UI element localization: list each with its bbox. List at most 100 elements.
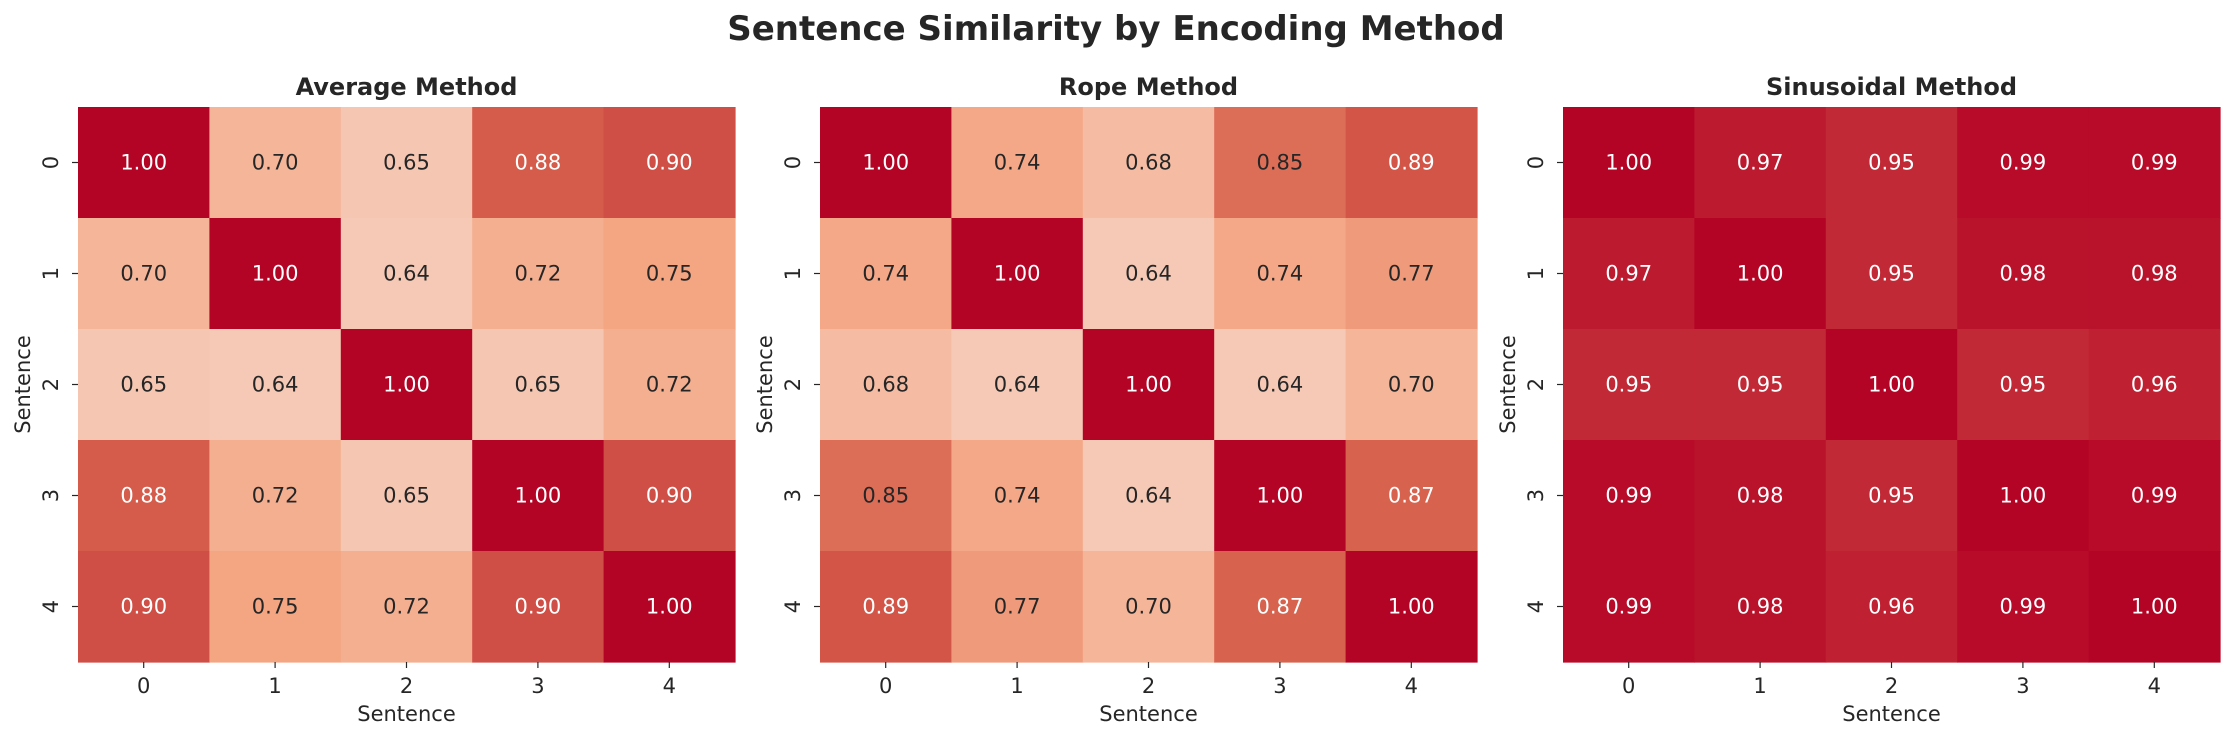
y-tick-label: 4 — [1524, 600, 1548, 613]
heatmap-cell — [2088, 218, 2221, 330]
heatmap-cell — [1214, 329, 1347, 441]
heatmap-cell — [1694, 440, 1827, 552]
panel-title: Rope Method — [1059, 73, 1238, 101]
cell-value-label: 0.68 — [1125, 151, 1172, 175]
y-tick-label: 0 — [1524, 156, 1548, 169]
heatmap-cell — [820, 551, 952, 663]
cell-value-label: 0.77 — [994, 595, 1041, 619]
heatmap-cell — [1825, 551, 1958, 663]
cell-value-label: 0.87 — [1257, 595, 1304, 619]
x-tick-label: 1 — [1753, 674, 1766, 698]
cell-value-label: 0.95 — [1868, 484, 1915, 508]
x-tick-label: 3 — [1273, 674, 1286, 698]
heatmap-cell — [472, 218, 605, 330]
cell-value-label: 0.65 — [120, 373, 167, 397]
heatmap-cell — [1694, 551, 1827, 663]
cell-value-label: 1.00 — [862, 151, 909, 175]
heatmap-cell — [209, 440, 342, 552]
heatmap-cell — [1345, 440, 1478, 552]
cell-value-label: 1.00 — [1388, 595, 1435, 619]
x-tick-label: 4 — [1405, 674, 1418, 698]
x-tick-label: 4 — [663, 674, 676, 698]
cell-value-label: 0.96 — [1868, 595, 1915, 619]
heatmap-cell — [1957, 218, 2090, 330]
y-tick-label: 4 — [39, 600, 63, 613]
heatmap-cell — [603, 551, 736, 663]
cell-value-label: 0.65 — [515, 373, 562, 397]
x-tick-label: 0 — [879, 674, 892, 698]
cell-value-label: 0.74 — [994, 484, 1041, 508]
heatmap-cell — [951, 107, 1084, 219]
y-axis-label: Sentence — [1496, 335, 1520, 434]
heatmap-cell — [1694, 107, 1827, 219]
cell-value-label: 0.77 — [1388, 262, 1435, 286]
cell-value-label: 0.99 — [1605, 595, 1652, 619]
cell-value-label: 0.90 — [515, 595, 562, 619]
heatmap-cell — [209, 329, 342, 441]
cell-value-label: 1.00 — [252, 262, 299, 286]
heatmap-cell — [472, 107, 605, 219]
heatmap-cell — [1957, 551, 2090, 663]
cell-value-label: 0.74 — [994, 151, 1041, 175]
cell-value-label: 0.64 — [994, 373, 1041, 397]
heatmap-cell — [472, 329, 605, 441]
heatmap-cell — [209, 551, 342, 663]
heatmap-cell — [340, 107, 473, 219]
heatmap-cell — [1825, 440, 1958, 552]
cell-value-label: 0.95 — [1737, 373, 1784, 397]
heatmap-cell — [1825, 107, 1958, 219]
y-axis-label: Sentence — [753, 335, 777, 434]
heatmap-cell — [1694, 329, 1827, 441]
y-tick-label: 0 — [781, 156, 805, 169]
heatmap-cell — [78, 440, 210, 552]
x-tick-label: 4 — [2148, 674, 2161, 698]
cell-value-label: 0.98 — [2131, 262, 2178, 286]
cell-value-label: 1.00 — [383, 373, 430, 397]
heatmap-cell — [78, 329, 210, 441]
y-tick-label: 0 — [39, 156, 63, 169]
cell-value-label: 0.85 — [862, 484, 909, 508]
heatmap-cell — [1957, 440, 2090, 552]
cell-value-label: 1.00 — [1257, 484, 1304, 508]
heatmap-cell — [2088, 329, 2221, 441]
y-tick-label: 2 — [39, 378, 63, 391]
cell-value-label: 0.64 — [252, 373, 299, 397]
heatmap-cell — [1082, 329, 1215, 441]
cell-value-label: 0.87 — [1388, 484, 1435, 508]
cell-value-label: 0.64 — [383, 262, 430, 286]
cell-value-label: 0.65 — [383, 151, 430, 175]
heatmap-cell — [603, 329, 736, 441]
cell-value-label: 0.70 — [1388, 373, 1435, 397]
heatmap-cell — [1563, 551, 1695, 663]
cell-value-label: 0.88 — [120, 484, 167, 508]
heatmap-cell — [951, 329, 1084, 441]
cell-value-label: 0.75 — [646, 262, 693, 286]
heatmap-cell — [951, 551, 1084, 663]
y-tick-label: 3 — [39, 489, 63, 502]
cell-value-label: 0.95 — [1605, 373, 1652, 397]
x-axis-label: Sentence — [1099, 702, 1198, 726]
heatmap-cell — [1345, 329, 1478, 441]
cell-value-label: 0.64 — [1125, 484, 1172, 508]
heatmap-cell — [1563, 218, 1695, 330]
cell-value-label: 0.88 — [515, 151, 562, 175]
heatmap-cell — [2088, 440, 2221, 552]
cell-value-label: 0.89 — [1388, 151, 1435, 175]
heatmap-cell — [603, 440, 736, 552]
heatmap-panel-2: Sinusoidal Method 1.00 0.97 0.95 0.99 0.99 0.9… — [1496, 73, 2221, 726]
cell-value-label: 0.95 — [1868, 151, 1915, 175]
cell-value-label: 0.99 — [1605, 484, 1652, 508]
cell-value-label: 0.99 — [2000, 151, 2047, 175]
y-tick-label: 2 — [1524, 378, 1548, 391]
x-tick-label: 3 — [2016, 674, 2029, 698]
heatmap-cell — [1214, 218, 1347, 330]
cell-value-label: 0.85 — [1257, 151, 1304, 175]
x-tick-label: 1 — [1010, 674, 1023, 698]
heatmap-cell — [1563, 107, 1695, 219]
heatmap-cell — [1214, 440, 1347, 552]
heatmap-cell — [78, 107, 210, 219]
y-tick-label: 2 — [781, 378, 805, 391]
x-tick-label: 2 — [400, 674, 413, 698]
panel-title: Sinusoidal Method — [1766, 73, 2017, 101]
